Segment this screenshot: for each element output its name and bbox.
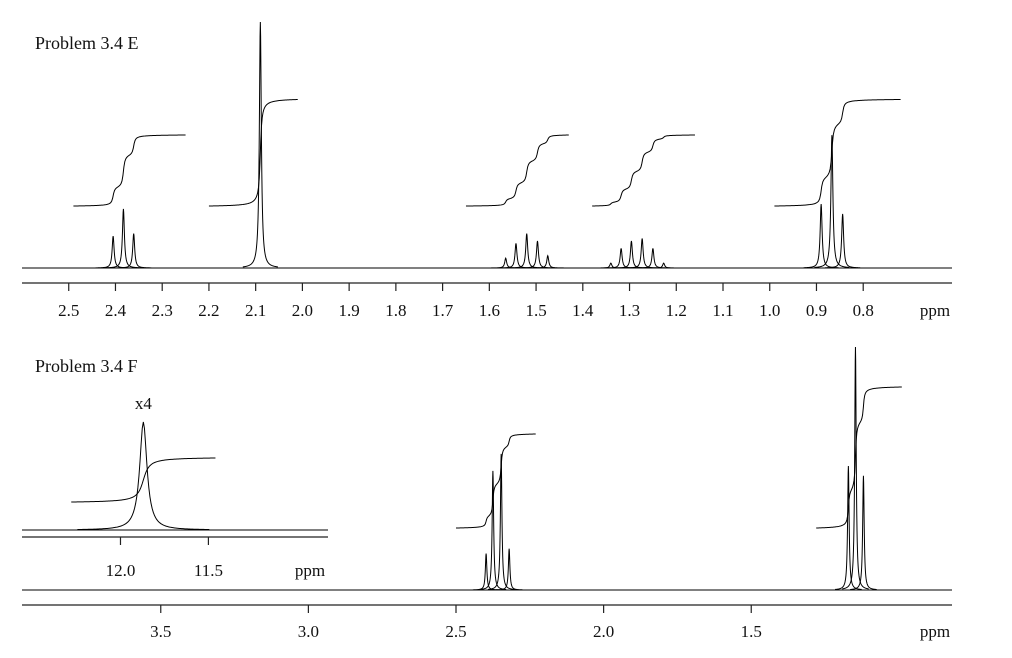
integral-curve	[592, 134, 695, 207]
x-tick-label: 1.0	[759, 301, 780, 320]
x-tick-label: 1.5	[741, 622, 762, 641]
chart-title: Problem 3.4 F	[35, 356, 138, 376]
integral-curve	[465, 134, 569, 207]
x-tick-label: 2.3	[152, 301, 173, 320]
peak	[242, 21, 278, 268]
x-tick-label: 12.0	[106, 561, 136, 580]
integral-curve	[71, 457, 216, 503]
x-tick-label: 1.7	[432, 301, 454, 320]
integral-curve	[816, 386, 902, 529]
peak	[105, 208, 141, 269]
x-tick-label: 0.9	[806, 301, 827, 320]
integral-curve	[208, 99, 298, 207]
x-tick-label: 2.5	[445, 622, 466, 641]
peak	[487, 453, 515, 590]
x-axis-label: ppm	[295, 561, 325, 580]
peak	[646, 262, 682, 269]
x-axis-label: ppm	[920, 622, 950, 641]
scale-annotation: x4	[135, 394, 153, 413]
chart-title: Problem 3.4 E	[35, 33, 139, 53]
x-tick-label: 0.8	[853, 301, 874, 320]
x-tick-label: 1.8	[385, 301, 406, 320]
x-tick-label: 11.5	[194, 561, 223, 580]
x-axis-label: ppm	[920, 301, 950, 320]
x-tick-label: 2.2	[198, 301, 219, 320]
integral-curve	[774, 99, 901, 207]
peak	[530, 254, 566, 269]
peak	[479, 470, 507, 590]
peak	[77, 421, 210, 531]
integral-curve	[73, 134, 186, 207]
x-tick-label: 2.5	[58, 301, 79, 320]
x-tick-label: 1.3	[619, 301, 640, 320]
peak	[842, 346, 869, 590]
x-tick-label: 2.1	[245, 301, 266, 320]
peak	[835, 466, 862, 590]
peak	[825, 213, 861, 269]
x-tick-label: 1.4	[572, 301, 594, 320]
peak	[495, 548, 523, 591]
x-tick-label: 1.1	[712, 301, 733, 320]
x-tick-label: 1.5	[525, 301, 546, 320]
peak	[472, 553, 500, 591]
x-tick-label: 2.0	[292, 301, 313, 320]
peak	[850, 475, 877, 590]
peak	[509, 233, 545, 269]
peak	[116, 233, 152, 269]
x-tick-label: 1.9	[339, 301, 360, 320]
x-tick-label: 3.0	[298, 622, 319, 641]
x-tick-label: 1.6	[479, 301, 500, 320]
peak	[519, 240, 555, 269]
x-tick-label: 3.5	[150, 622, 171, 641]
x-tick-label: 1.2	[666, 301, 687, 320]
peak	[814, 135, 850, 268]
peak	[635, 248, 671, 269]
x-tick-label: 2.4	[105, 301, 127, 320]
x-tick-label: 2.0	[593, 622, 614, 641]
integral-curve	[455, 433, 536, 529]
